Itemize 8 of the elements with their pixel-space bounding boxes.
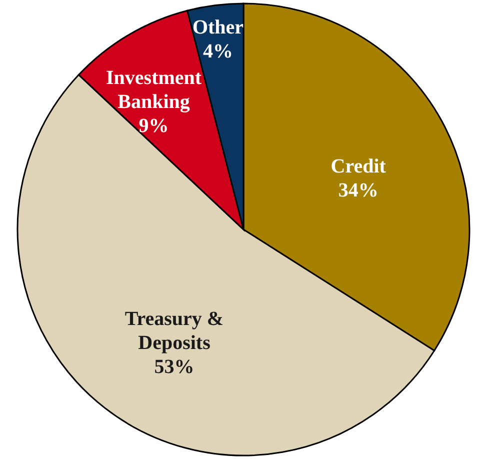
slice-label: Other [192,16,244,39]
slice-label: Treasury & Deposits [124,308,224,354]
slice-label: Credit [330,155,386,178]
data-label: 34% [338,179,378,202]
data-label: 9% [138,114,169,137]
data-label: 53% [154,356,194,378]
slice-label: Investment Banking [106,66,202,113]
data-label: 4% [203,40,234,63]
